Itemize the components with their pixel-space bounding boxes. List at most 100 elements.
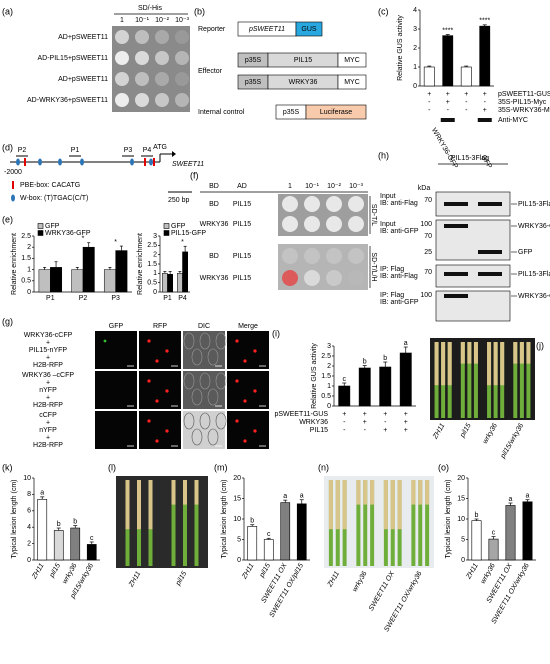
nucleus xyxy=(243,399,247,403)
significance-label: b xyxy=(250,518,254,525)
lesion xyxy=(473,342,478,364)
y-tick-label: 10 xyxy=(233,516,241,523)
cell-outline xyxy=(207,428,219,446)
band-label: WRKY36-GFP xyxy=(518,293,550,300)
blot-label: Anti-MYC xyxy=(498,117,528,124)
y-tick-label: 4 xyxy=(413,7,417,14)
ad-label: PIL15 xyxy=(233,275,251,282)
condition-sign: + xyxy=(427,91,431,98)
y-tick-label: 1 xyxy=(27,266,31,273)
significance-label: **** xyxy=(479,18,490,25)
significance-label: b xyxy=(363,358,367,365)
band xyxy=(444,294,468,298)
y-tick-label: 2 xyxy=(327,363,331,370)
significance-label: **** xyxy=(442,27,453,34)
blot-band xyxy=(440,118,455,122)
colony xyxy=(135,72,149,86)
lesion xyxy=(183,480,187,505)
site-label: P1 xyxy=(71,147,80,154)
panel-label: (o) xyxy=(438,462,449,472)
leaf xyxy=(363,480,368,566)
blot-label: IB: anti-Flag xyxy=(380,200,418,207)
nucleus xyxy=(253,429,257,433)
bar xyxy=(471,520,482,561)
yeast-spot xyxy=(304,196,320,212)
row-label: AD-PIL15+pSWEET11 xyxy=(38,55,109,62)
legend-swatch xyxy=(37,230,44,236)
nucleus xyxy=(253,389,257,393)
condition-label: pSWEET11-GUS xyxy=(274,411,328,418)
y-tick-label: 1 xyxy=(153,270,157,277)
significance-label: c xyxy=(267,531,271,538)
lesion xyxy=(487,342,492,386)
colony xyxy=(155,30,169,44)
cell-outline xyxy=(207,388,219,406)
y-axis-label: Relative enrichment xyxy=(11,233,18,295)
y-tick-label: 2.5 xyxy=(147,242,157,249)
micrograph xyxy=(139,411,181,449)
significance-label: * xyxy=(82,236,85,243)
significance-label: b xyxy=(73,518,77,525)
w-box xyxy=(130,158,134,166)
y-tick-label: 20 xyxy=(233,475,241,482)
cell-outline xyxy=(199,412,211,430)
leaf xyxy=(513,342,518,418)
construct-type: Effector xyxy=(198,68,223,75)
panel-label: (i) xyxy=(272,328,280,338)
lesion xyxy=(418,480,423,505)
construct-label: PIL15 xyxy=(294,57,312,64)
media-label: SD-T/L/H xyxy=(370,252,377,281)
micrograph xyxy=(227,371,269,409)
condition-sign: - xyxy=(428,107,431,114)
panel-label: (l) xyxy=(108,462,116,472)
lesion xyxy=(460,342,465,364)
y-tick-label: 0 xyxy=(153,289,157,296)
lesion xyxy=(370,480,375,505)
bar xyxy=(86,544,97,561)
bar xyxy=(70,527,81,561)
blot-label: IB: anti-GFP xyxy=(380,228,419,235)
ad-label: PIL15 xyxy=(233,201,251,208)
lesion xyxy=(441,342,446,386)
y-tick-label: 1.5 xyxy=(147,261,157,268)
y-tick-label: 20 xyxy=(457,475,465,482)
bar xyxy=(358,367,371,407)
yeast-spot xyxy=(304,216,320,232)
bar xyxy=(38,269,51,293)
row-label: nYFP xyxy=(39,387,57,394)
lesion xyxy=(493,342,498,386)
y-tick-label: 1.5 xyxy=(321,373,331,380)
ad-label: PIL15 xyxy=(233,253,251,260)
leaf xyxy=(460,342,465,418)
column-label: DIC xyxy=(198,323,210,330)
condition-sign: - xyxy=(384,419,387,426)
cell-outline xyxy=(191,388,203,406)
y-tick-label: 1 xyxy=(413,64,417,71)
panel-label: (h) xyxy=(378,150,389,160)
micrograph xyxy=(95,411,137,449)
y-tick-label: 10 xyxy=(457,516,465,523)
y-tick-label: 5 xyxy=(461,536,465,543)
micrograph xyxy=(183,411,225,449)
lesion xyxy=(411,480,416,505)
pbe-key xyxy=(12,181,14,189)
blot-label: Input xyxy=(380,193,396,200)
colony xyxy=(135,93,149,107)
kda-marker: 70 xyxy=(424,197,432,204)
cell-outline xyxy=(215,372,227,390)
row-label: AD-WRKY36+pSWEET11 xyxy=(27,97,108,104)
colony xyxy=(155,72,169,86)
lesion xyxy=(526,342,531,364)
bar xyxy=(53,530,64,561)
photo xyxy=(430,338,535,420)
y-tick-label: 1 xyxy=(327,383,331,390)
construct-label: p35S xyxy=(283,109,300,116)
y-axis-label: Typical lesion length (cm) xyxy=(11,480,18,559)
condition-sign: + xyxy=(446,91,450,98)
panel-label: (f) xyxy=(190,170,199,180)
site-label: P3 xyxy=(124,147,133,154)
bar xyxy=(162,273,168,293)
y-tick-label: 8 xyxy=(27,491,31,498)
bar xyxy=(103,269,116,293)
construct-label: MYC xyxy=(344,79,360,86)
